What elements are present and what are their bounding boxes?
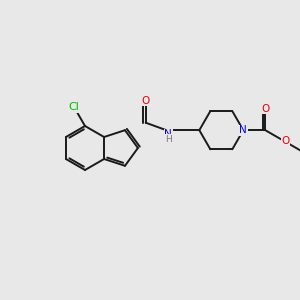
Text: H: H: [165, 135, 172, 144]
Text: N: N: [164, 129, 172, 139]
Text: O: O: [261, 103, 269, 113]
Text: N: N: [239, 125, 247, 135]
Text: Cl: Cl: [69, 102, 80, 112]
Text: O: O: [281, 136, 290, 146]
Text: O: O: [142, 96, 150, 106]
